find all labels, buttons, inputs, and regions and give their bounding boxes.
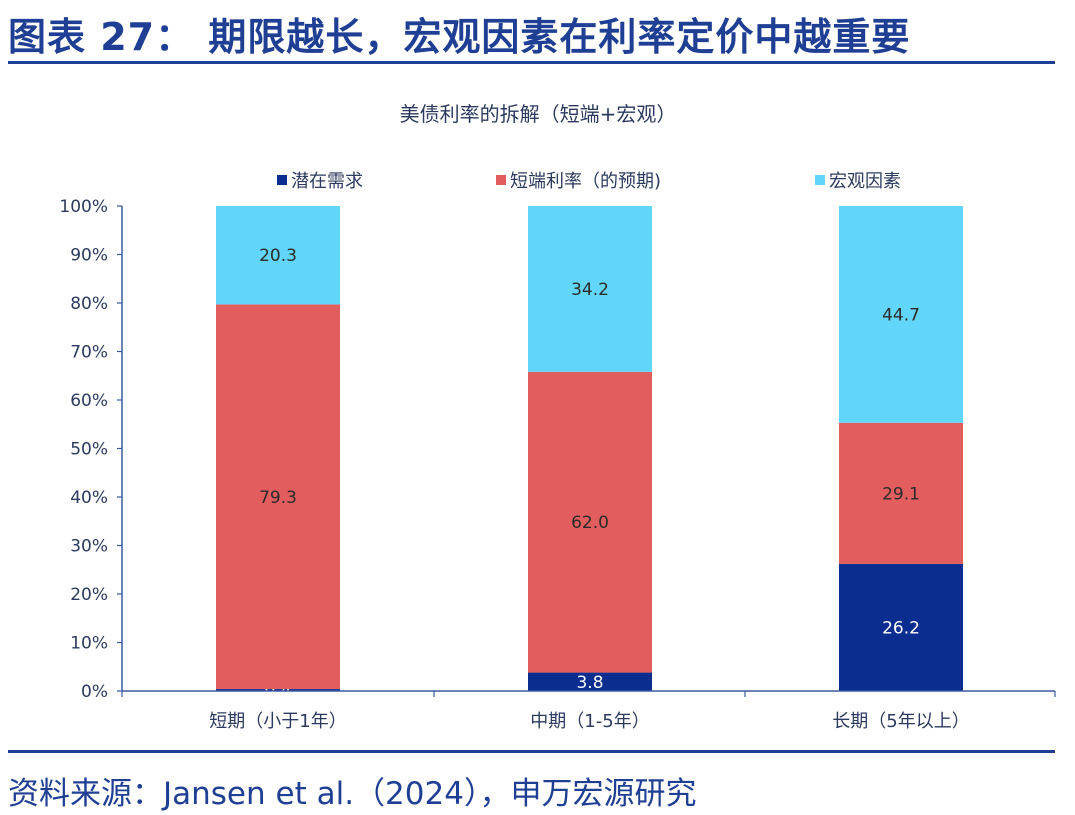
bar-segment: [528, 206, 652, 372]
stacked-bar-chart: 美债利率的拆解（短端+宏观） 潜在需求 短端利率（的预期) 宏观因素 0% 10% 20…: [59, 102, 1056, 732]
legend-swatch: [277, 175, 287, 185]
top-divider: [8, 61, 1055, 64]
chart-title: 美债利率的拆解（短端+宏观）: [400, 102, 677, 126]
x-tick-label: 长期（5年以上）: [832, 711, 969, 732]
bar-segment: [528, 672, 652, 691]
bar-stack: 3.8 62.0 34.2: [528, 206, 652, 693]
bottom-divider: [8, 750, 1055, 753]
legend-label: 潜在需求: [291, 171, 363, 192]
bar-value-label: 20.3: [259, 246, 297, 266]
x-tick-label: 短期（小于1年）: [209, 711, 346, 732]
bar-segment: [839, 563, 963, 691]
bar-value-label: 44.7: [882, 305, 920, 325]
y-tick-label: 90%: [70, 246, 108, 266]
legend-swatch: [815, 175, 825, 185]
bar-value-label: 29.1: [882, 484, 920, 504]
legend-item: 宏观因素: [815, 171, 901, 192]
legend: 潜在需求 短端利率（的预期) 宏观因素: [277, 171, 901, 192]
y-tick-label: 10%: [70, 634, 108, 654]
legend-item: 潜在需求: [277, 171, 363, 192]
x-tick-label: 中期（1-5年）: [530, 711, 649, 732]
legend-label: 宏观因素: [829, 171, 901, 192]
bars: 0.479.320.33.862.034.226.229.144.7: [216, 206, 963, 701]
legend-label: 短端利率（的预期): [510, 171, 661, 192]
y-tick-label: 50%: [70, 440, 108, 460]
x-axis: 短期（小于1年） 中期（1-5年） 长期（5年以上）: [121, 690, 1056, 732]
y-tick-label: 100%: [59, 197, 108, 217]
bar-segment: [216, 206, 340, 305]
bar-segment: [216, 689, 340, 691]
y-tick-label: 70%: [70, 343, 108, 363]
bar-value-label: 26.2: [882, 618, 920, 638]
y-tick-label: 80%: [70, 294, 108, 314]
bar-value-label: 3.8: [576, 673, 603, 693]
bar-value-label: 79.3: [259, 488, 297, 508]
y-tick-label: 30%: [70, 537, 108, 557]
bar-value-label: 34.2: [571, 280, 609, 300]
bar-segment: [216, 304, 340, 690]
bar-segment: [839, 422, 963, 564]
bar-stack: 26.2 29.1 44.7: [839, 206, 963, 691]
y-axis: 0% 10% 20% 30% 40% 50% 60% 70% 80% 90% 100%: [59, 197, 123, 702]
bar-value-label: 62.0: [571, 513, 609, 533]
legend-item: 短端利率（的预期): [496, 171, 661, 192]
y-tick-label: 0%: [81, 682, 108, 702]
bar-stack: 0.479.320.3: [216, 206, 340, 701]
source-note: 资料来源：Jansen et al.（2024），申万宏源研究: [8, 776, 697, 812]
bar-segment: [839, 206, 963, 423]
y-tick-label: 60%: [70, 391, 108, 411]
figure-title: 图表 27： 期限越长，宏观因素在利率定价中越重要: [8, 15, 911, 59]
bar-segment: [528, 371, 652, 673]
y-tick-label: 20%: [70, 585, 108, 605]
legend-swatch: [496, 175, 506, 185]
y-tick-label: 40%: [70, 488, 108, 508]
